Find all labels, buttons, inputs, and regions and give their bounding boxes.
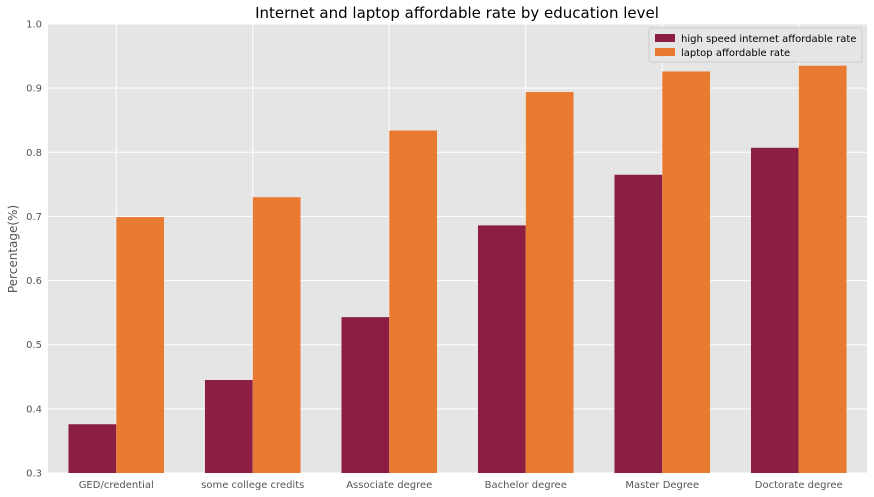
x-tick-label: some college credits [201, 480, 304, 491]
bar-laptop [662, 71, 711, 474]
y-tick-label: 0.3 [26, 469, 42, 480]
y-axis-label: Percentage(%) [6, 205, 20, 293]
bar-laptop [389, 130, 438, 473]
y-tick-label: 0.9 [26, 84, 42, 95]
legend-label: laptop affordable rate [681, 48, 790, 59]
bar-laptop [252, 197, 301, 473]
x-tick-label: Associate degree [346, 480, 432, 491]
bar-laptop [525, 91, 574, 474]
legend: high speed internet affordable rate lapto… [648, 27, 863, 63]
chart-title: Internet and laptop affordable rate by e… [255, 4, 659, 22]
legend-swatch [655, 48, 675, 56]
y-tick-label: 0.8 [26, 148, 42, 159]
bar-internet [477, 225, 526, 473]
bars [68, 65, 847, 474]
y-tick-label: 0.5 [26, 340, 42, 351]
y-tick-label: 1.0 [26, 20, 42, 31]
bar-laptop [116, 217, 165, 473]
bar-laptop [798, 65, 847, 473]
plot-area [48, 24, 867, 473]
y-tick-label: 0.6 [26, 276, 42, 287]
bar-internet [341, 317, 390, 473]
y-tick-label: 0.4 [26, 404, 42, 415]
legend-box [648, 27, 863, 63]
bar-internet [614, 174, 663, 473]
legend-label: high speed internet affordable rate [681, 34, 856, 45]
y-tick-label: 0.7 [26, 212, 42, 223]
x-tick-label: Master Degree [625, 480, 699, 491]
x-tick-label: Doctorate degree [755, 480, 843, 491]
bar-internet [750, 147, 799, 473]
legend-swatch [655, 34, 675, 42]
bar-internet [68, 424, 117, 473]
y-axis-ticks: 0.3 0.4 0.5 0.6 0.7 0.8 0.9 1.0 [26, 20, 42, 480]
x-tick-label: GED/credential [79, 480, 154, 491]
bar-internet [204, 379, 253, 473]
x-axis-ticks: GED/credential some college credits Associ… [79, 480, 843, 491]
x-tick-label: Bachelor degree [485, 480, 567, 491]
